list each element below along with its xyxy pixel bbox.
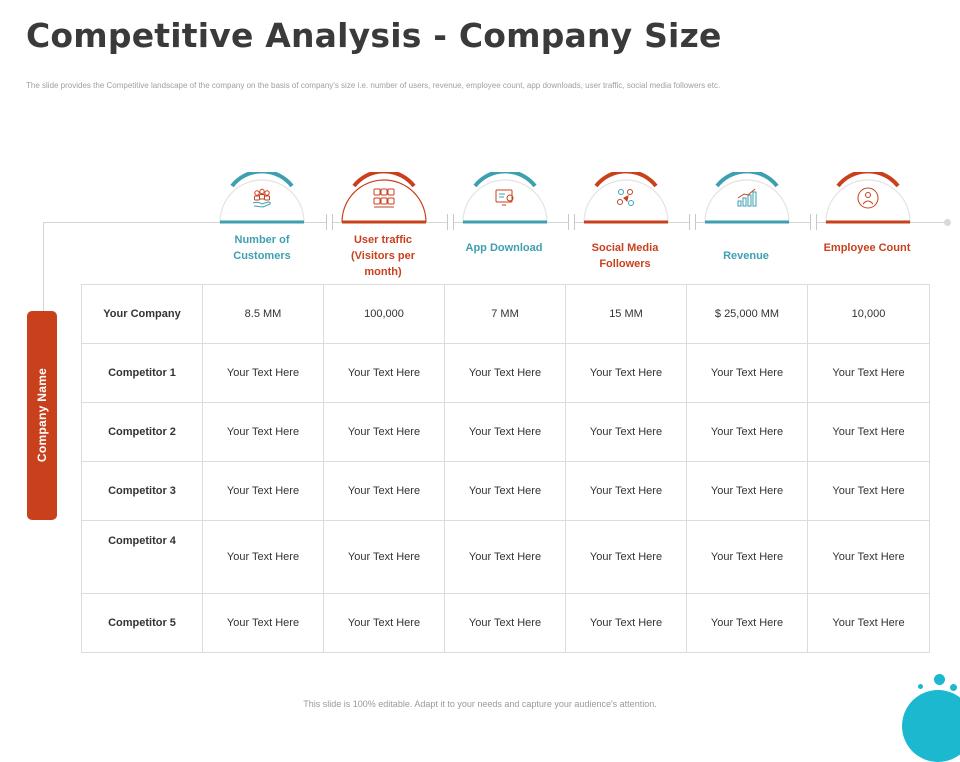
col-header-customers: Number of Customers bbox=[233, 234, 291, 262]
table-cell: Your Text Here bbox=[686, 461, 808, 521]
table-cell: Your Text Here bbox=[807, 343, 930, 403]
slide-title: Competitive Analysis - Company Size bbox=[26, 16, 722, 55]
customers-badge bbox=[214, 172, 310, 224]
table-cell: Your Text Here bbox=[323, 402, 445, 462]
table-cell: Your Text Here bbox=[444, 593, 566, 653]
decorative-bubble bbox=[918, 684, 923, 689]
col-header-app-download: App Download bbox=[465, 242, 543, 254]
table-row: Competitor 4 Your Text Here Your Text He… bbox=[81, 520, 930, 594]
customers-icon bbox=[250, 186, 274, 210]
table-cell: Your Text Here bbox=[565, 402, 687, 462]
table-cell: Your Text Here bbox=[444, 461, 566, 521]
row-label: Competitor 2 bbox=[81, 402, 203, 462]
table-row: Competitor 3 Your Text Here Your Text He… bbox=[81, 461, 930, 521]
timeline-drop-line bbox=[43, 222, 44, 312]
side-label-text: Company Name bbox=[35, 367, 49, 463]
table-cell: 100,000 bbox=[323, 284, 445, 344]
table-row: Competitor 5 Your Text Here Your Text He… bbox=[81, 593, 930, 653]
row-label: Competitor 3 bbox=[81, 461, 203, 521]
table-cell: Your Text Here bbox=[686, 593, 808, 653]
table-cell: Your Text Here bbox=[323, 520, 445, 594]
table-cell: Your Text Here bbox=[202, 520, 324, 594]
timeline-break-mark bbox=[810, 214, 817, 230]
table-row: Competitor 2 Your Text Here Your Text He… bbox=[81, 402, 930, 462]
app-download-icon bbox=[493, 186, 517, 210]
slide-subtitle: The slide provides the Competitive lands… bbox=[26, 81, 721, 90]
user-traffic-badge bbox=[336, 172, 432, 224]
row-label: Your Company bbox=[81, 284, 203, 344]
table-cell: Your Text Here bbox=[565, 343, 687, 403]
table-row: Competitor 1 Your Text Here Your Text He… bbox=[81, 343, 930, 403]
company-name-side-label bbox=[27, 311, 57, 520]
revenue-chart-icon bbox=[735, 186, 759, 210]
timeline-break-mark bbox=[326, 214, 333, 230]
table-cell: $ 25,000 MM bbox=[686, 284, 808, 344]
employee-icon bbox=[856, 186, 880, 210]
col-header-employee-count: Employee Count bbox=[823, 242, 911, 254]
table-cell: 15 MM bbox=[565, 284, 687, 344]
table-cell: Your Text Here bbox=[807, 520, 930, 594]
col-header-revenue: Revenue bbox=[723, 250, 769, 262]
timeline-break-mark bbox=[689, 214, 696, 230]
table-cell: Your Text Here bbox=[565, 461, 687, 521]
table-cell: Your Text Here bbox=[807, 461, 930, 521]
revenue-badge bbox=[699, 172, 795, 224]
table-cell: 10,000 bbox=[807, 284, 930, 344]
table-cell: Your Text Here bbox=[323, 343, 445, 403]
table-cell: Your Text Here bbox=[323, 461, 445, 521]
table-cell: Your Text Here bbox=[444, 402, 566, 462]
table-cell: Your Text Here bbox=[202, 461, 324, 521]
row-label: Competitor 4 bbox=[81, 520, 203, 594]
table-cell: Your Text Here bbox=[807, 593, 930, 653]
table-cell: 8.5 MM bbox=[202, 284, 324, 344]
timeline-end-dot bbox=[944, 219, 951, 226]
table-cell: Your Text Here bbox=[565, 520, 687, 594]
table-cell: Your Text Here bbox=[444, 343, 566, 403]
social-media-icon bbox=[614, 186, 638, 210]
table-cell: Your Text Here bbox=[202, 343, 324, 403]
table-cell: Your Text Here bbox=[565, 593, 687, 653]
col-header-social-media: Social Media Followers bbox=[591, 242, 659, 270]
table-cell: Your Text Here bbox=[686, 343, 808, 403]
social-media-badge bbox=[578, 172, 674, 224]
table-cell: Your Text Here bbox=[202, 402, 324, 462]
decorative-bubble bbox=[902, 690, 960, 762]
employee-badge bbox=[820, 172, 916, 224]
table-cell: Your Text Here bbox=[686, 402, 808, 462]
app-download-badge bbox=[457, 172, 553, 224]
col-header-user-traffic: User traffic (Visitors per month) bbox=[351, 234, 415, 278]
comparison-table: Your Company 8.5 MM 100,000 7 MM 15 MM $… bbox=[81, 284, 930, 653]
decorative-bubble bbox=[934, 674, 945, 685]
table-cell: Your Text Here bbox=[686, 520, 808, 594]
timeline-break-mark bbox=[447, 214, 454, 230]
decorative-bubble bbox=[950, 684, 957, 691]
row-label: Competitor 5 bbox=[81, 593, 203, 653]
footer-note: This slide is 100% editable. Adapt it to… bbox=[303, 699, 657, 709]
table-cell: Your Text Here bbox=[323, 593, 445, 653]
table-cell: 7 MM bbox=[444, 284, 566, 344]
timeline-break-mark bbox=[568, 214, 575, 230]
table-cell: Your Text Here bbox=[444, 520, 566, 594]
table-cell: Your Text Here bbox=[807, 402, 930, 462]
table-row: Your Company 8.5 MM 100,000 7 MM 15 MM $… bbox=[81, 284, 930, 344]
row-label: Competitor 1 bbox=[81, 343, 203, 403]
table-cell: Your Text Here bbox=[202, 593, 324, 653]
user-traffic-icon bbox=[372, 186, 396, 210]
